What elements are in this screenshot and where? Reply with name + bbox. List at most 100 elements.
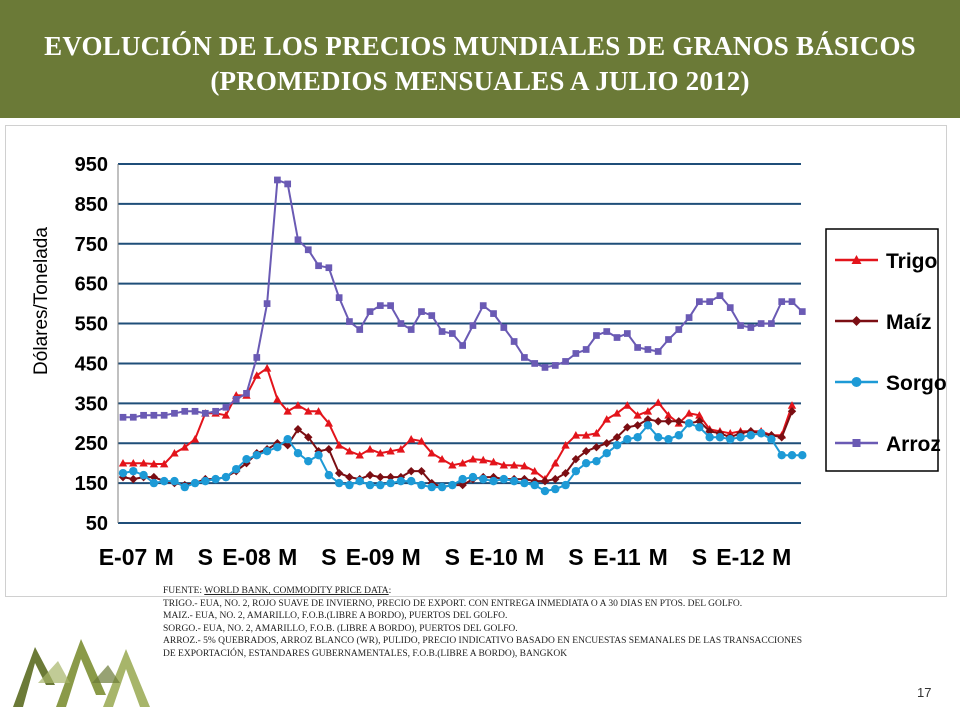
y-tick-label: 450 xyxy=(75,353,108,375)
data-point-maz xyxy=(695,417,704,426)
data-point-sorgo xyxy=(623,435,632,444)
data-point-trigo xyxy=(283,407,292,415)
data-point-maz xyxy=(705,427,714,436)
x-tick-label: E-12 xyxy=(716,544,765,570)
data-point-arroz xyxy=(757,320,765,327)
data-point-arroz xyxy=(603,328,611,335)
x-tick-label: E-08 xyxy=(222,544,271,570)
data-point-trigo xyxy=(355,450,364,459)
data-point-arroz xyxy=(510,338,518,345)
y-tick-label: 350 xyxy=(75,393,108,415)
data-point-sorgo xyxy=(715,433,725,442)
data-point-trigo xyxy=(499,460,509,469)
data-point-arroz xyxy=(315,262,322,270)
data-point-maz xyxy=(540,476,550,486)
data-point-maz xyxy=(345,472,354,482)
x-tick-label: E-07 xyxy=(99,544,148,570)
legend-marker-trigo xyxy=(851,255,862,264)
data-point-maz xyxy=(406,466,416,476)
data-point-arroz xyxy=(263,300,271,307)
data-point-maz xyxy=(551,474,560,484)
data-point-arroz xyxy=(459,342,467,349)
data-point-arroz xyxy=(253,354,261,361)
x-tick-label: M xyxy=(772,544,791,570)
y-tick-label: 650 xyxy=(75,274,108,296)
data-point-sorgo xyxy=(468,472,478,482)
data-point-trigo xyxy=(787,401,797,409)
y-tick-label: 750 xyxy=(75,234,108,256)
data-point-maz xyxy=(376,472,385,482)
data-point-trigo xyxy=(684,409,694,417)
data-point-maz xyxy=(612,433,622,442)
data-point-sorgo xyxy=(561,480,570,490)
data-point-maz xyxy=(324,445,334,454)
data-point-sorgo xyxy=(499,474,509,484)
x-tick-label: M xyxy=(155,544,174,570)
x-tick-label: E-09 xyxy=(346,544,395,570)
data-point-arroz xyxy=(479,302,487,309)
data-point-arroz xyxy=(768,320,775,327)
data-point-arroz xyxy=(696,298,703,305)
data-point-arroz xyxy=(644,346,652,353)
data-point-sorgo xyxy=(736,433,745,442)
data-point-maz xyxy=(787,407,797,416)
data-point-sorgo xyxy=(201,476,210,486)
data-point-trigo xyxy=(345,447,354,455)
data-point-maz xyxy=(777,433,786,442)
data-point-sorgo xyxy=(386,478,395,488)
data-point-sorgo xyxy=(633,433,642,442)
data-point-arroz xyxy=(562,358,569,365)
legend-box xyxy=(825,228,939,472)
data-point-maz xyxy=(592,443,601,452)
data-point-arroz xyxy=(160,411,168,419)
data-point-trigo xyxy=(293,401,303,409)
x-tick-label: M xyxy=(402,544,421,570)
data-point-arroz xyxy=(366,308,374,315)
source-link[interactable]: WORLD BANK, COMMODITY PRICE DATA xyxy=(204,586,389,596)
x-tick-label: S xyxy=(198,544,213,570)
data-point-trigo xyxy=(437,454,447,463)
data-point-trigo xyxy=(324,419,334,427)
data-point-arroz xyxy=(531,360,539,367)
data-point-arroz xyxy=(572,350,580,357)
data-point-arroz xyxy=(582,346,590,353)
data-point-trigo xyxy=(334,441,344,449)
data-point-sorgo xyxy=(520,478,529,488)
data-point-trigo xyxy=(396,445,406,453)
data-point-sorgo xyxy=(643,421,653,430)
data-point-arroz xyxy=(119,413,127,421)
data-point-trigo xyxy=(273,395,282,403)
data-point-trigo xyxy=(417,437,426,445)
y-tick-label: 950 xyxy=(75,154,108,176)
data-point-sorgo xyxy=(458,474,467,484)
data-point-arroz xyxy=(284,180,292,188)
data-point-trigo xyxy=(612,409,622,417)
legend-label-arroz: Arroz xyxy=(886,433,941,456)
data-point-arroz xyxy=(613,334,621,341)
data-point-arroz xyxy=(726,304,734,311)
data-point-maz xyxy=(334,468,344,478)
data-point-arroz xyxy=(788,298,796,305)
data-point-trigo xyxy=(139,458,148,467)
x-tick-label: E-10 xyxy=(469,544,518,570)
data-point-trigo xyxy=(571,431,581,439)
y-tick-label: 150 xyxy=(75,473,108,495)
data-point-trigo xyxy=(190,435,200,443)
data-point-maz xyxy=(293,425,303,434)
x-tick-label: S xyxy=(568,544,583,570)
data-point-arroz xyxy=(428,312,436,319)
data-point-sorgo xyxy=(581,458,591,468)
data-point-sorgo xyxy=(602,448,611,458)
data-point-sorgo xyxy=(787,450,797,460)
source-line: FUENTE: WORLD BANK, COMMODITY PRICE DATA… xyxy=(163,586,392,596)
data-point-arroz xyxy=(716,292,724,299)
data-point-sorgo xyxy=(376,480,385,490)
data-point-sorgo xyxy=(612,441,622,450)
x-tick-label: M xyxy=(649,544,668,570)
data-point-maz xyxy=(417,466,426,476)
data-point-sorgo xyxy=(149,478,159,488)
legend-marker-sorgo xyxy=(851,377,862,387)
x-tick-label: M xyxy=(525,544,544,570)
data-point-arroz xyxy=(778,298,786,305)
